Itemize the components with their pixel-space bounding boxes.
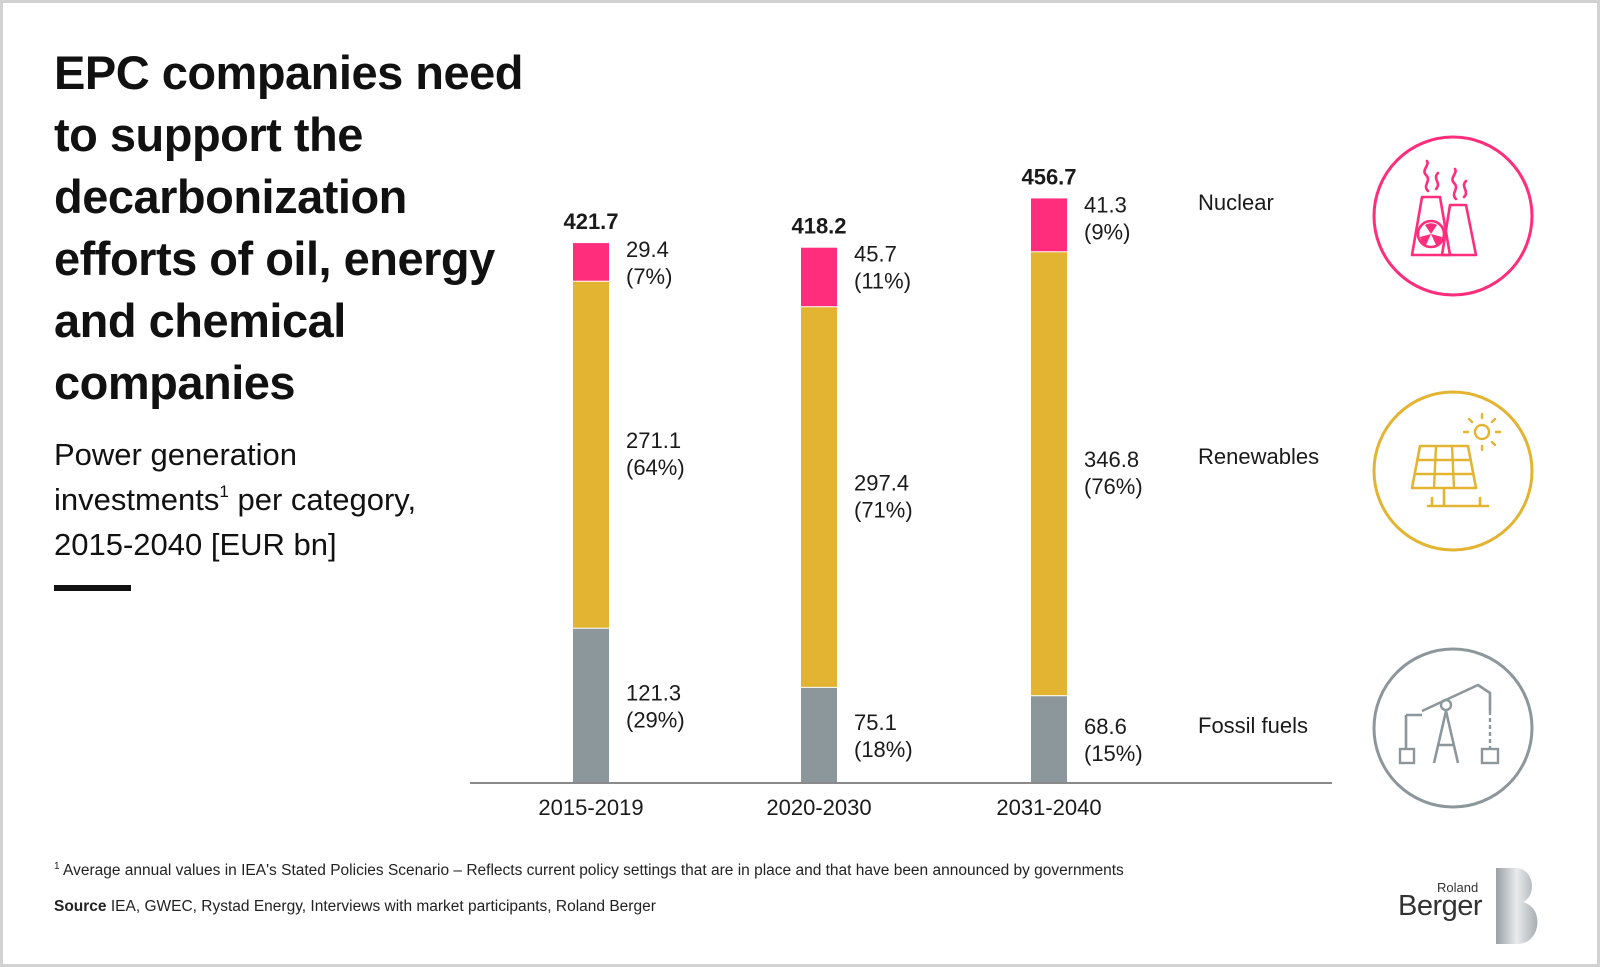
total-label: 418.2 <box>791 214 846 239</box>
roland-berger-logo-mark <box>1496 868 1538 944</box>
x-tick-label: 2031-2040 <box>996 795 1101 820</box>
logo-roland-text: Roland <box>1437 880 1479 895</box>
total-label: 456.7 <box>1021 164 1076 189</box>
footnote: 1 Average annual values in IEA's Stated … <box>54 861 1124 880</box>
subtitle-line-2a: investments <box>54 482 220 517</box>
data-label: 346.8 <box>1084 447 1139 472</box>
solar-panel-icon <box>1372 390 1534 552</box>
subtitle-line-3: 2015-2040 [EUR bn] <box>54 527 337 562</box>
accent-bar <box>54 585 131 591</box>
data-label: 297.4 <box>854 471 909 496</box>
source-line: Source IEA, GWEC, Rystad Energy, Intervi… <box>54 898 656 916</box>
data-label: 45.7 <box>854 242 897 267</box>
subtitle-line-2b: per category, <box>228 482 417 517</box>
share-label: (7%) <box>626 264 672 289</box>
share-label: (29%) <box>626 707 685 732</box>
chart-subtitle: Power generation investments1 per catego… <box>54 432 494 567</box>
data-label: 121.3 <box>626 680 681 705</box>
share-label: (11%) <box>854 269 911 294</box>
subtitle-line-1: Power generation <box>54 437 297 472</box>
share-label: (9%) <box>1084 219 1130 244</box>
logo-berger-text: Berger <box>1398 890 1483 922</box>
data-label: 29.4 <box>626 237 669 262</box>
data-label: 75.1 <box>854 710 897 735</box>
bar-segment <box>801 247 837 307</box>
bar-segment <box>1031 251 1067 696</box>
subtitle-footnote-mark: 1 <box>219 481 229 501</box>
bar-segment <box>573 243 609 281</box>
footnote-text: Average annual values in IEA's Stated Po… <box>59 862 1124 880</box>
bar-segment <box>573 627 609 783</box>
share-label: (64%) <box>626 455 685 480</box>
bar-segment <box>1031 695 1067 783</box>
share-label: (15%) <box>1084 741 1143 766</box>
data-label: 68.6 <box>1084 714 1127 739</box>
share-label: (76%) <box>1084 474 1143 499</box>
share-label: (18%) <box>854 737 913 762</box>
bar-segment <box>801 306 837 687</box>
legend-nuclear: Nuclear <box>1198 190 1274 215</box>
x-tick-label: 2020-2030 <box>766 795 871 820</box>
x-tick-label: 2015-2019 <box>538 795 643 820</box>
nuclear-plant-icon <box>1372 135 1534 297</box>
source-label: Source <box>54 898 107 915</box>
source-text: IEA, GWEC, Rystad Energy, Interviews wit… <box>106 898 656 915</box>
bar-segment <box>1031 198 1067 252</box>
page-title: EPC companies need to support the decarb… <box>54 46 524 409</box>
oil-pump-icon <box>1372 647 1534 809</box>
share-label: (71%) <box>854 498 913 523</box>
legend-fossil-fuels: Fossil fuels <box>1198 713 1308 738</box>
footnote-mark: 1 <box>54 861 60 872</box>
bar-segment <box>801 686 837 783</box>
total-label: 421.7 <box>563 209 618 234</box>
data-label: 41.3 <box>1084 192 1127 217</box>
bar-segment <box>573 280 609 628</box>
legend-renewables: Renewables <box>1198 444 1319 469</box>
data-label: 271.1 <box>626 428 681 453</box>
